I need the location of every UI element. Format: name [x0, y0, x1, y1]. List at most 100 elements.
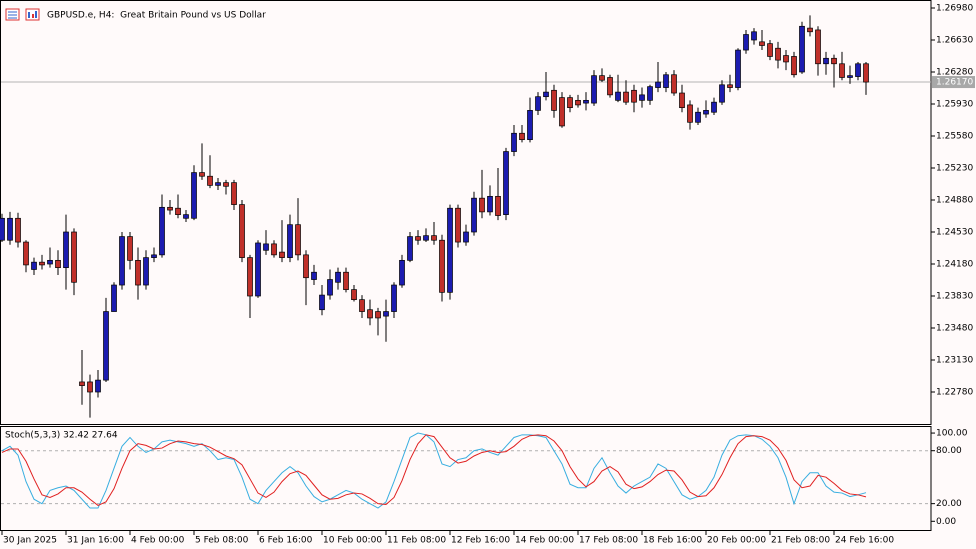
x-tick-label: 14 Feb 00:00 [515, 536, 574, 546]
candle-body [823, 57, 829, 65]
indicator-pane-frame [0, 426, 932, 531]
candle-body [847, 75, 853, 78]
candle-body [407, 236, 413, 261]
candle-body [87, 381, 93, 393]
candle-body [359, 299, 365, 312]
candle-body [567, 97, 573, 109]
y-tick-label: 1.26630 [936, 36, 973, 46]
x-tick-label: 18 Feb 16:00 [643, 536, 702, 546]
candle-body [863, 63, 869, 83]
candle-body [79, 381, 85, 386]
candle-body [727, 84, 733, 88]
x-tick-label: 17 Feb 08:00 [579, 536, 638, 546]
candle-body [415, 236, 421, 241]
candle-body [95, 379, 101, 393]
candle-body [607, 77, 613, 96]
candle-body [103, 311, 109, 381]
y-tick-label: 1.24530 [936, 228, 973, 238]
indicator-line [1, 432, 867, 509]
candle-body [423, 235, 429, 241]
x-tick-label: 12 Feb 16:00 [451, 536, 510, 546]
candle-body [119, 236, 125, 286]
candle-body [623, 91, 629, 103]
candle-body [231, 182, 237, 205]
candle-body [479, 197, 485, 213]
candle-body [375, 311, 381, 319]
candle-body [663, 74, 669, 88]
x-tick-label: 30 Jan 2025 [3, 536, 57, 546]
candle-body [767, 43, 773, 57]
candle-body [503, 151, 509, 215]
candle-body [223, 182, 229, 187]
candle-body [447, 207, 453, 293]
y-tick-label: 1.26280 [936, 68, 973, 78]
candle-body [695, 111, 701, 123]
y-tick-label: 20.00 [936, 499, 962, 509]
candle-body [367, 309, 373, 319]
current-price-box [932, 76, 975, 89]
indicator-title: Stoch(5,3,3) 32.42 27.64 [5, 431, 118, 441]
candle-body [775, 47, 781, 61]
candle-body [583, 99, 589, 104]
x-tick-label: 11 Feb 08:00 [387, 536, 446, 546]
candle-body [511, 132, 517, 152]
candle-body [743, 34, 749, 51]
candle-body [855, 63, 861, 77]
candle-body [831, 57, 837, 65]
candle-body [687, 104, 693, 123]
candle-body [711, 101, 717, 113]
y-tick-label: 1.25230 [936, 164, 973, 174]
candle-body [175, 207, 181, 215]
candle-body [439, 239, 445, 293]
candle-body [559, 97, 565, 127]
x-tick-label: 31 Jan 16:00 [67, 536, 124, 546]
candle-body [471, 197, 477, 233]
candle-body [143, 257, 149, 286]
y-tick-label: 1.25930 [936, 100, 973, 110]
y-tick-label: 1.23480 [936, 324, 973, 334]
candle-body [703, 110, 709, 115]
x-tick-label: 21 Feb 08:00 [771, 536, 830, 546]
candle-body [639, 94, 645, 101]
candle-body [23, 241, 29, 266]
y-tick-label: 1.24880 [936, 196, 973, 206]
y-tick-label: 0.00 [936, 517, 956, 527]
candle-body [839, 63, 845, 78]
candle-body [431, 235, 437, 241]
candle-body [463, 231, 469, 243]
candle-body [487, 195, 493, 213]
candle-body [159, 206, 165, 256]
candle-body [327, 279, 333, 296]
candle-body [655, 81, 661, 88]
candle-body [783, 55, 789, 63]
y-tick-label: 1.24180 [936, 260, 973, 270]
candle-body [679, 92, 685, 109]
candle-body [671, 74, 677, 94]
candle-body [455, 207, 461, 243]
candle-body [215, 182, 221, 186]
candle-body [167, 206, 173, 211]
candle-body [239, 204, 245, 258]
candle-body [599, 75, 605, 81]
candle-body [111, 284, 117, 312]
candle-body [807, 27, 813, 33]
candle-body [399, 259, 405, 286]
candle-body [0, 217, 5, 241]
indicator-line [1, 434, 867, 506]
y-tick-label: 1.23830 [936, 292, 973, 302]
candle-body [15, 217, 21, 243]
candle-body [311, 271, 317, 280]
candle-body [535, 96, 541, 111]
x-tick-label: 10 Feb 00:00 [323, 536, 382, 546]
symbol-icons [5, 8, 40, 21]
candle-body [719, 84, 725, 103]
main-pane-frame [0, 0, 932, 425]
candle-body [255, 242, 261, 297]
candle-body [71, 231, 77, 283]
candle-body [735, 49, 741, 88]
y-tick-label: 1.26980 [936, 4, 973, 14]
candle-body [151, 254, 157, 258]
candle-body [207, 175, 213, 186]
